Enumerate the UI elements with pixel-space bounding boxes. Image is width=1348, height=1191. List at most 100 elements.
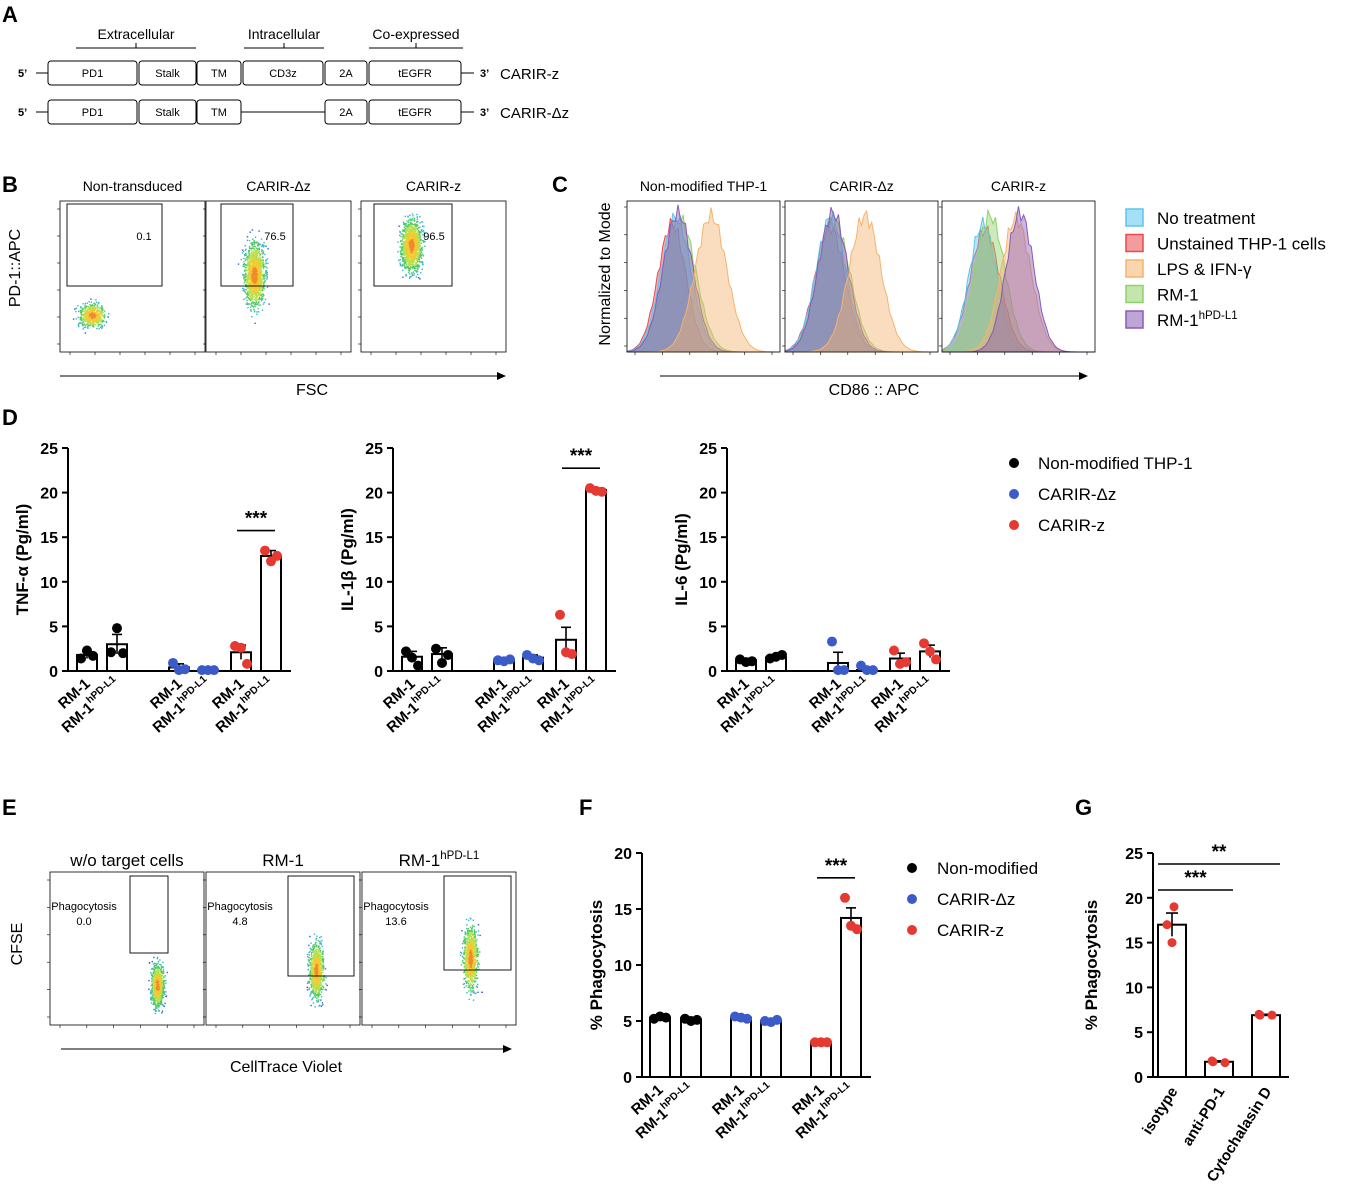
event-dot [322, 985, 324, 988]
event-dot [161, 1004, 164, 1006]
event-dot [321, 957, 323, 960]
event-dot [260, 297, 263, 299]
event-dot [418, 248, 420, 250]
event-dot [252, 278, 254, 280]
event-dot [244, 245, 246, 247]
y-axis-label: IL-6 (Pg/ml) [672, 513, 691, 606]
event-dot [154, 985, 157, 987]
event-dot [92, 320, 94, 322]
event-dot [246, 295, 248, 298]
plot-title: Non-modified THP-1 [640, 178, 768, 194]
event-dot [412, 267, 414, 269]
event-dot [404, 249, 406, 251]
event-dot [156, 984, 158, 986]
event-dot [250, 269, 252, 271]
event-dot [418, 256, 421, 259]
event-dot [263, 278, 265, 280]
event-dot [250, 292, 252, 294]
event-dot [108, 313, 110, 315]
event-dot [158, 1006, 160, 1008]
event-dot [253, 241, 255, 243]
event-dot [414, 243, 416, 245]
event-dot [99, 316, 101, 318]
event-dot [262, 286, 264, 289]
event-dot [256, 290, 258, 292]
event-dot [313, 957, 316, 959]
event-dot [261, 261, 263, 263]
event-dot [308, 960, 310, 963]
event-dot [251, 277, 253, 279]
event-dot [319, 951, 322, 953]
event-dot [256, 303, 258, 305]
event-dot [316, 981, 318, 983]
event-dot [406, 249, 409, 252]
event-dot [408, 270, 411, 272]
event-dot [257, 261, 259, 264]
event-dot [257, 284, 260, 286]
event-dot [255, 286, 257, 288]
event-dot [414, 230, 417, 232]
event-dot [405, 246, 407, 248]
event-dot [89, 310, 91, 312]
event-dot [164, 1002, 166, 1005]
event-dot [416, 233, 418, 235]
event-dot [253, 269, 255, 272]
event-dot [422, 234, 424, 236]
event-dot [412, 266, 414, 268]
event-dot [418, 258, 421, 260]
event-dot [98, 301, 100, 304]
event-dot [403, 264, 405, 267]
event-dot [400, 247, 402, 249]
event-dot [155, 983, 157, 985]
event-dot [159, 988, 162, 991]
event-dot [253, 275, 255, 278]
event-dot [416, 254, 418, 257]
event-dot [249, 277, 252, 280]
event-dot [153, 991, 156, 993]
event-dot [407, 236, 410, 238]
event-dot [85, 317, 87, 319]
event-dot [411, 274, 413, 277]
event-dot [407, 263, 409, 265]
event-dot [252, 297, 254, 299]
event-dot [422, 264, 424, 266]
event-dot [91, 317, 94, 319]
event-dot [154, 989, 157, 991]
event-dot [407, 258, 409, 260]
event-dot [400, 243, 403, 246]
event-dot [264, 275, 266, 277]
event-dot [410, 233, 412, 235]
event-dot [253, 281, 256, 283]
event-dot [317, 985, 319, 987]
event-dot [162, 972, 164, 974]
event-dot [419, 231, 421, 234]
event-dot [408, 223, 410, 226]
event-dot [159, 979, 161, 982]
event-dot [254, 292, 256, 295]
event-dot [244, 272, 247, 275]
construct-box-label: tEGFR [398, 107, 432, 119]
event-dot [252, 288, 254, 291]
event-dot [412, 240, 414, 242]
event-dot [310, 992, 312, 994]
event-dot [419, 233, 421, 235]
event-dot [311, 977, 314, 979]
event-dot [247, 278, 249, 281]
event-dot [93, 307, 95, 309]
event-dot [94, 316, 96, 318]
event-dot [412, 236, 415, 238]
event-dot [246, 258, 248, 260]
event-dot [163, 985, 165, 987]
event-dot [247, 258, 250, 260]
construct-name: CARIR-Δz [500, 105, 569, 122]
event-dot [410, 240, 412, 242]
event-dot [405, 251, 407, 253]
event-dot [258, 276, 260, 279]
event-dot [249, 269, 251, 271]
event-dot [254, 271, 256, 273]
event-dot [401, 249, 403, 252]
event-dot [414, 256, 416, 258]
event-dot [401, 257, 404, 259]
event-dot [315, 937, 318, 940]
